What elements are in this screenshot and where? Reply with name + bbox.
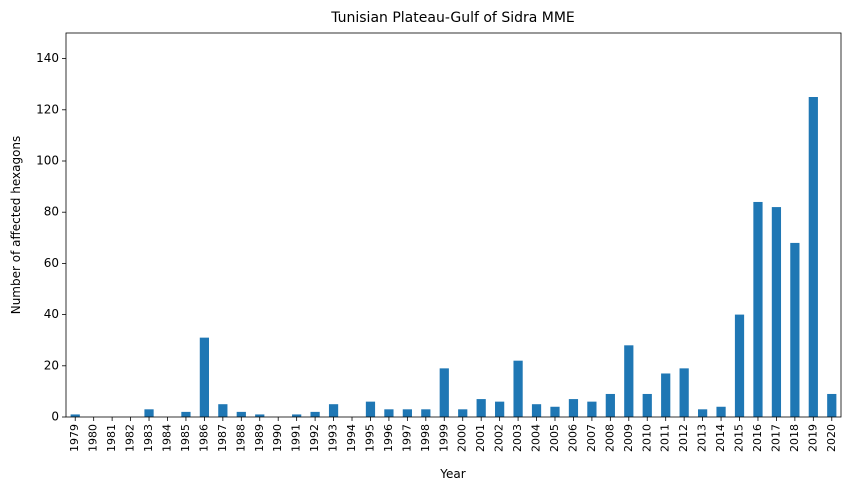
bar-1995	[365, 401, 376, 417]
x-tick-label: 1981	[105, 424, 118, 452]
x-tick-label: 2002	[493, 424, 506, 452]
x-tick-label: 1988	[234, 424, 247, 452]
x-tick-label: 1997	[400, 424, 413, 452]
bar-1993	[328, 404, 339, 417]
bar-2012	[679, 368, 689, 417]
y-tick-label: 0	[51, 410, 59, 424]
x-tick-label: 2003	[511, 424, 524, 452]
x-tick-label: 2006	[566, 424, 579, 452]
bar-2014	[716, 406, 726, 417]
x-tick-label: 1986	[197, 424, 210, 452]
x-tick-label: 1982	[124, 424, 137, 452]
y-tick-label: 20	[44, 358, 59, 372]
x-tick-label: 2011	[659, 424, 672, 452]
bar-1988	[236, 411, 246, 417]
x-tick-label: 1998	[419, 424, 432, 452]
x-axis-ticks: 1979 1980 1981 1982 1983 1984 1985 1986 1987 1988…	[68, 417, 838, 452]
x-tick-label: 1999	[437, 424, 450, 452]
x-tick-label: 2010	[640, 424, 653, 452]
bar-2003	[513, 360, 523, 417]
bar-2008	[605, 393, 615, 417]
chart-title: Tunisian Plateau-Gulf of Sidra MME	[330, 10, 575, 26]
bar-2015	[734, 314, 745, 417]
bar-1986	[199, 337, 210, 417]
x-tick-label: 2017	[769, 424, 782, 452]
y-tick-label: 120	[36, 102, 59, 116]
bar-2010	[642, 393, 652, 417]
x-tick-label: 2019	[806, 424, 819, 452]
bar-2002	[495, 401, 505, 417]
y-axis-label: Number of affected hexagons	[9, 136, 23, 315]
x-tick-label: 1983	[142, 424, 155, 452]
bar-1989	[255, 414, 265, 417]
plot-frame	[65, 32, 842, 418]
bar-2005	[550, 406, 560, 417]
x-tick-label: 1993	[327, 424, 340, 452]
x-tick-label: 1987	[216, 424, 229, 452]
bar-1983	[144, 409, 154, 417]
bar-2019	[808, 97, 818, 417]
x-tick-label: 2016	[751, 424, 764, 452]
bar-1998	[421, 409, 431, 417]
bar-1996	[384, 409, 394, 417]
bar-2007	[587, 401, 597, 417]
y-tick-label: 100	[36, 154, 59, 168]
bar-1997	[402, 409, 412, 417]
bars-group	[70, 97, 837, 417]
bar-2018	[790, 242, 800, 417]
x-tick-label: 2013	[696, 424, 709, 452]
x-tick-label: 1985	[179, 424, 192, 452]
y-tick-label: 40	[44, 307, 59, 321]
bar-2000	[458, 409, 468, 417]
x-tick-label: 2000	[456, 424, 469, 452]
x-tick-label: 2007	[585, 424, 598, 452]
bar-2017	[771, 207, 782, 417]
x-tick-label: 2005	[548, 424, 561, 452]
x-tick-label: 2004	[530, 424, 543, 452]
bar-1999	[439, 368, 449, 417]
x-tick-label: 2015	[733, 424, 746, 452]
x-tick-label: 2008	[603, 424, 616, 452]
bar-2020	[827, 393, 837, 417]
x-tick-label: 1980	[87, 424, 100, 452]
bar-2006	[568, 399, 579, 417]
x-tick-label: 2014	[714, 424, 727, 452]
bar-2013	[697, 409, 708, 417]
bar-1985	[181, 411, 191, 417]
y-tick-label: 60	[44, 256, 59, 270]
x-tick-label: 1979	[68, 424, 81, 452]
x-tick-label: 2009	[622, 424, 635, 452]
x-tick-label: 1989	[253, 424, 266, 452]
y-tick-label: 80	[44, 205, 59, 219]
x-tick-label: 1995	[363, 424, 376, 452]
bar-2009	[624, 345, 634, 417]
bar-2011	[661, 373, 671, 417]
bar-2001	[476, 399, 486, 417]
x-tick-label: 2001	[474, 424, 487, 452]
bar-1992	[310, 411, 320, 417]
x-tick-label: 1996	[382, 424, 395, 452]
bar-1979	[70, 414, 80, 417]
x-tick-label: 2020	[825, 424, 838, 452]
bar-2016	[753, 201, 763, 417]
x-tick-label: 2018	[788, 424, 801, 452]
x-axis-label: Year	[439, 467, 465, 481]
x-tick-label: 1984	[160, 424, 173, 452]
x-tick-label: 1994	[345, 424, 358, 452]
x-tick-label: 2012	[677, 424, 690, 452]
x-tick-label: 1990	[271, 424, 284, 452]
bar-1987	[218, 404, 228, 417]
bar-2004	[531, 404, 542, 417]
y-tick-label: 140	[36, 51, 59, 65]
x-tick-label: 1991	[290, 424, 303, 452]
bar-1991	[292, 414, 302, 417]
x-tick-label: 1992	[308, 424, 321, 452]
y-axis-ticks: 0 20 40 60 80 100 120 140	[36, 51, 66, 424]
